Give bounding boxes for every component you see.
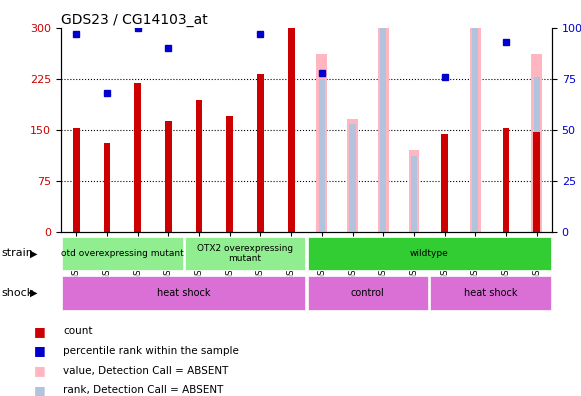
Bar bbox=[62, 276, 305, 310]
Bar bbox=[441, 135, 448, 232]
Bar bbox=[347, 120, 358, 232]
Bar bbox=[531, 54, 542, 232]
Text: wildtype: wildtype bbox=[410, 249, 449, 258]
Text: shock: shock bbox=[1, 288, 34, 298]
Bar bbox=[470, 0, 480, 232]
Text: otd overexpressing mutant: otd overexpressing mutant bbox=[61, 249, 184, 258]
Bar bbox=[288, 28, 295, 232]
Bar bbox=[103, 143, 110, 232]
Bar bbox=[503, 128, 510, 232]
Text: GDS23 / CG14103_at: GDS23 / CG14103_at bbox=[61, 13, 208, 27]
Bar bbox=[308, 276, 428, 310]
Bar bbox=[308, 237, 551, 270]
Bar bbox=[431, 276, 551, 310]
Bar bbox=[472, 13, 478, 232]
Text: rank, Detection Call = ABSENT: rank, Detection Call = ABSENT bbox=[63, 385, 224, 396]
Text: ■: ■ bbox=[34, 384, 46, 396]
Bar bbox=[317, 54, 327, 232]
Text: heat shock: heat shock bbox=[157, 288, 210, 298]
Text: ■: ■ bbox=[34, 325, 46, 337]
Text: heat shock: heat shock bbox=[464, 288, 517, 298]
Text: control: control bbox=[351, 288, 385, 298]
Bar bbox=[62, 237, 182, 270]
Text: OTX2 overexpressing
mutant: OTX2 overexpressing mutant bbox=[197, 244, 293, 263]
Bar bbox=[411, 156, 417, 232]
Text: ■: ■ bbox=[34, 345, 46, 357]
Bar bbox=[165, 121, 172, 232]
Bar bbox=[380, 13, 386, 232]
Bar bbox=[257, 74, 264, 232]
Text: ▶: ▶ bbox=[30, 288, 38, 298]
Text: count: count bbox=[63, 326, 92, 336]
Text: ▶: ▶ bbox=[30, 248, 38, 259]
Bar bbox=[319, 79, 325, 232]
Bar bbox=[196, 101, 202, 232]
Text: ■: ■ bbox=[34, 364, 46, 377]
Bar bbox=[408, 150, 419, 232]
Bar bbox=[533, 132, 540, 232]
Bar bbox=[227, 116, 233, 232]
Text: percentile rank within the sample: percentile rank within the sample bbox=[63, 346, 239, 356]
Bar bbox=[533, 77, 540, 232]
Bar bbox=[378, 0, 389, 232]
Bar bbox=[134, 84, 141, 232]
Bar bbox=[73, 128, 80, 232]
Text: strain: strain bbox=[1, 248, 33, 259]
Text: value, Detection Call = ABSENT: value, Detection Call = ABSENT bbox=[63, 366, 228, 376]
Bar bbox=[185, 237, 305, 270]
Bar bbox=[349, 124, 356, 232]
